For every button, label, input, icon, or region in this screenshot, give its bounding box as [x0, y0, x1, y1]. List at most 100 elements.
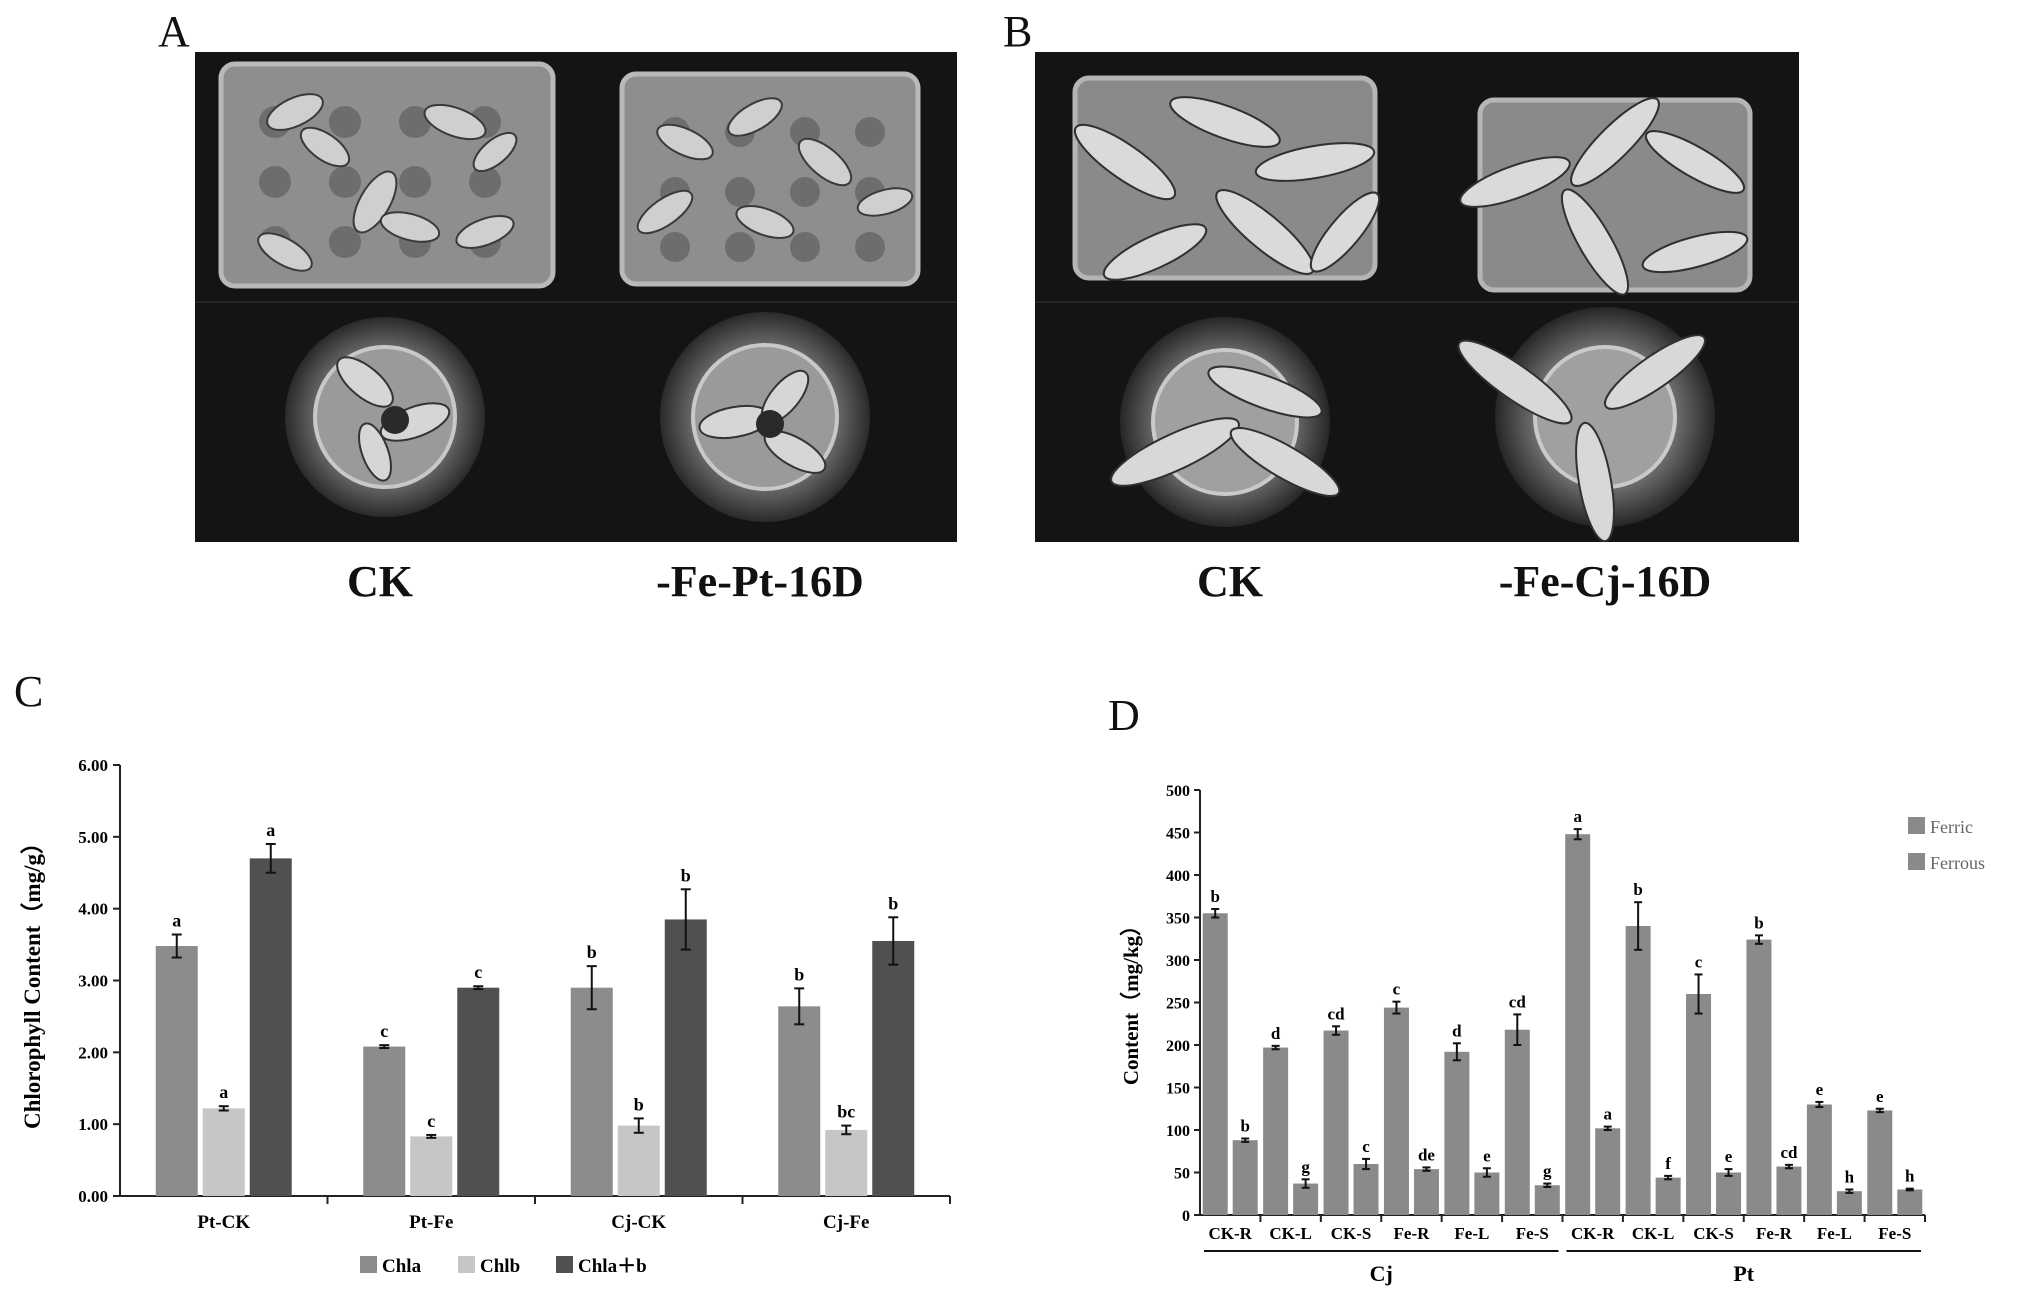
bar-Ferric [1686, 994, 1712, 1215]
x-tick-label: Cj-CK [611, 1212, 666, 1233]
bar-Ferrous [1534, 1185, 1560, 1215]
y-tick-label: 400 [1166, 868, 1190, 885]
significance-label: a [172, 911, 181, 931]
bar-Chla [778, 1006, 821, 1196]
significance-label: g [1543, 1162, 1552, 1181]
x-tick-label: Fe-L [1454, 1224, 1489, 1243]
significance-label: cd [1328, 1004, 1346, 1023]
x-tick-label: CK-L [1632, 1224, 1675, 1243]
bar-Chla＋b [249, 858, 292, 1196]
x-tick-label: Cj-Fe [823, 1212, 869, 1233]
x-tick-label: Fe-S [1878, 1224, 1911, 1243]
group-label: Pt [1733, 1261, 1754, 1286]
photo-cj-seedlings [1035, 52, 1799, 542]
bar-Ferric [1444, 1051, 1470, 1215]
legend-swatch [458, 1256, 475, 1273]
significance-label: c [1362, 1137, 1370, 1156]
bar-Ferrous [1595, 1128, 1621, 1215]
bar-Ferrous [1474, 1172, 1500, 1215]
caption-b-fe-cj: -Fe-Cj-16D [1498, 557, 1712, 606]
x-tick-label: Fe-R [1756, 1224, 1793, 1243]
y-tick-label: 300 [1166, 953, 1190, 970]
x-tick-label: Pt-CK [197, 1212, 250, 1233]
y-tick-label: 350 [1166, 911, 1190, 928]
bar-Ferrous [1655, 1177, 1681, 1215]
significance-label: h [1845, 1168, 1855, 1187]
significance-label: d [1271, 1024, 1281, 1043]
x-tick-label: CK-R [1208, 1224, 1252, 1243]
bar-Chla [570, 987, 613, 1196]
bar-Ferric [1263, 1047, 1289, 1215]
group-label: Cj [1370, 1261, 1393, 1286]
bar-Ferric [1625, 926, 1651, 1215]
caption-a-fe-pt: -Fe-Pt-16D [656, 557, 864, 606]
bar-Chla＋b [457, 987, 500, 1196]
significance-label: a [1573, 807, 1582, 826]
significance-label: b [794, 964, 804, 984]
bar-Chla＋b [872, 940, 915, 1196]
x-tick-label: CK-L [1269, 1224, 1312, 1243]
panel-label-b: B [1003, 7, 1033, 56]
y-tick-label: 2.00 [78, 1043, 108, 1062]
x-tick-label: Fe-L [1817, 1224, 1852, 1243]
bar-Ferric [1746, 939, 1772, 1215]
bar-Chla [155, 946, 198, 1196]
significance-label: b [587, 942, 597, 962]
caption-a-ck: CK [347, 557, 413, 606]
caption-b-ck: CK [1197, 557, 1263, 606]
bar-Ferric [1504, 1029, 1530, 1215]
significance-label: e [1876, 1087, 1884, 1106]
photo-pt-seedlings [195, 52, 957, 542]
y-tick-label: 500 [1166, 783, 1190, 800]
y-tick-label: 3.00 [78, 972, 108, 991]
bar-Ferrous [1232, 1140, 1258, 1215]
significance-label: bc [837, 1102, 855, 1122]
significance-label: d [1452, 1021, 1462, 1040]
legend-label: Chlb [480, 1256, 520, 1277]
bar-Chla＋b [664, 919, 707, 1196]
significance-label: f [1665, 1154, 1671, 1173]
significance-label: c [380, 1021, 388, 1041]
significance-label: b [1754, 913, 1763, 932]
bar-Chlb [825, 1129, 868, 1196]
y-tick-label: 250 [1166, 996, 1190, 1013]
y-tick-label: 150 [1166, 1081, 1190, 1098]
bar-Chlb [410, 1136, 453, 1196]
legend-label: Ferric [1930, 817, 1973, 837]
significance-label: b [634, 1094, 644, 1114]
significance-label: c [474, 962, 482, 982]
significance-label: g [1301, 1157, 1310, 1176]
bar-Ferrous [1836, 1191, 1862, 1215]
significance-label: h [1905, 1167, 1915, 1186]
y-axis-label: Chlorophyll Content（mg/g） [19, 831, 45, 1129]
significance-label: cd [1509, 992, 1527, 1011]
bar-Ferric [1867, 1110, 1893, 1215]
legend-swatch [556, 1256, 573, 1273]
bar-Ferrous [1413, 1169, 1439, 1215]
bar-Ferric [1323, 1030, 1349, 1215]
significance-label: a [266, 820, 275, 840]
significance-label: b [681, 865, 691, 885]
bar-Chlb [202, 1108, 245, 1196]
significance-label: e [1725, 1147, 1733, 1166]
significance-label: a [219, 1082, 228, 1102]
bar-Ferrous [1776, 1166, 1802, 1215]
x-tick-label: Fe-S [1516, 1224, 1549, 1243]
x-tick-label: CK-S [1331, 1224, 1372, 1243]
x-tick-label: CK-S [1693, 1224, 1734, 1243]
y-tick-label: 0.00 [78, 1187, 108, 1206]
panel-label-a: A [158, 7, 190, 56]
significance-label: b [1210, 887, 1219, 906]
y-tick-label: 0 [1182, 1208, 1190, 1225]
y-tick-label: 200 [1166, 1038, 1190, 1055]
significance-label: b [1240, 1117, 1249, 1136]
y-tick-label: 1.00 [78, 1115, 108, 1134]
significance-label: b [1633, 880, 1642, 899]
bar-Ferric [1565, 834, 1591, 1215]
y-tick-label: 5.00 [78, 828, 108, 847]
legend-swatch [360, 1256, 377, 1273]
bar-Ferric [1806, 1104, 1832, 1215]
bar-Ferrous [1897, 1189, 1923, 1215]
